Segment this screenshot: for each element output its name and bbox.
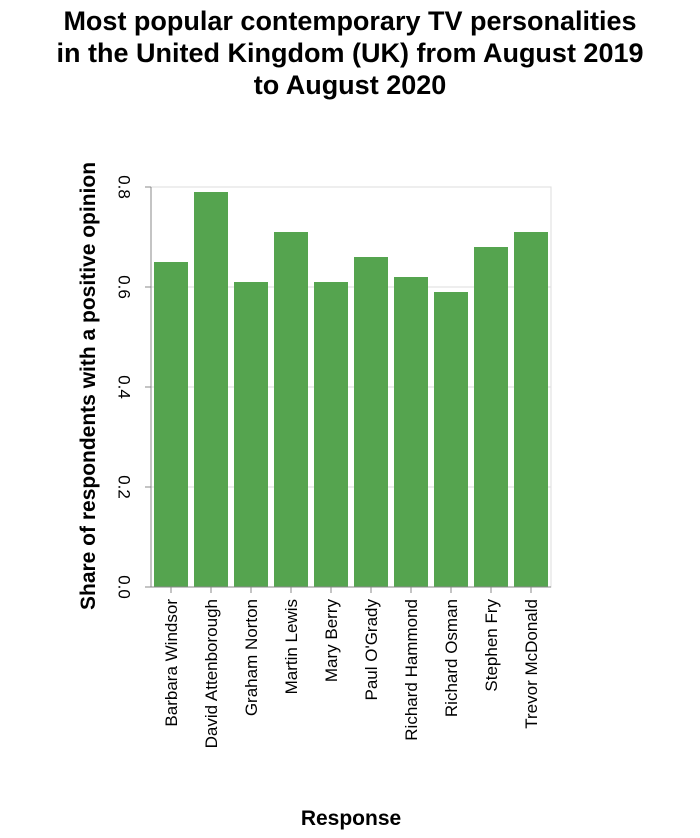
bar[interactable] (274, 232, 308, 587)
bars (154, 192, 548, 587)
x-tick-label: Mary Berry (322, 599, 341, 683)
y-tick-label: 0.2 (115, 475, 134, 499)
bar[interactable] (234, 282, 268, 587)
x-tick-label: Graham Norton (242, 599, 261, 716)
bar[interactable] (514, 232, 548, 587)
bar[interactable] (154, 262, 188, 587)
x-tick-label: Barbara Windsor (162, 599, 181, 727)
y-axis-title: Share of respondents with a positive opi… (77, 162, 100, 610)
y-tick-labels: 0.0 0.2 0.4 0.6 0.8 (115, 175, 134, 599)
x-tick-label: Martin Lewis (282, 599, 301, 694)
y-tick-label: 0.6 (115, 275, 134, 299)
bar[interactable] (354, 257, 388, 587)
y-tick-label: 0.0 (115, 575, 134, 599)
x-tick-labels: Barbara Windsor David Attenborough Graham … (162, 599, 541, 749)
bar[interactable] (314, 282, 348, 587)
x-tick-label: David Attenborough (202, 599, 221, 748)
chart-title: Most popular contemporary TV personaliti… (57, 6, 644, 100)
x-tick-label: Richard Osman (442, 599, 461, 717)
x-tick-label: Richard Hammond (402, 599, 421, 741)
bar[interactable] (394, 277, 428, 587)
x-tick-label: Paul O'Grady (362, 599, 381, 701)
chart-title-line-3: to August 2020 (254, 70, 447, 100)
chart-title-line-1: Most popular contemporary TV personaliti… (63, 6, 636, 36)
bar[interactable] (474, 247, 508, 587)
axes (145, 186, 551, 593)
y-tick-label: 0.4 (115, 375, 134, 399)
y-tick-label: 0.8 (115, 175, 134, 199)
chart-title-line-2: in the United Kingdom (UK) from August 2… (57, 38, 644, 68)
x-axis-title: Response (301, 807, 401, 830)
bar[interactable] (434, 292, 468, 587)
x-tick-label: Stephen Fry (482, 599, 501, 692)
x-tick-label: Trevor McDonald (522, 599, 541, 729)
bar[interactable] (194, 192, 228, 587)
